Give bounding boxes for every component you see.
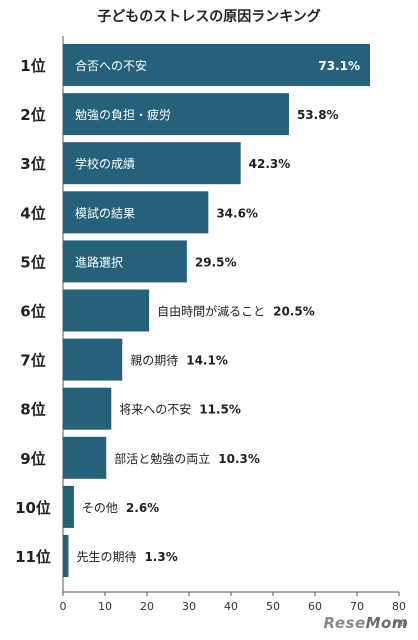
value-label: 10.3% bbox=[218, 452, 260, 466]
category-label: 自由時間が減ること bbox=[157, 304, 265, 319]
bar bbox=[63, 44, 371, 86]
value-label: 73.1% bbox=[318, 59, 360, 73]
category-label: 将来への不安 bbox=[119, 402, 191, 417]
bar bbox=[63, 485, 74, 528]
x-tick-label: 20 bbox=[140, 600, 154, 613]
rank-label: 9位 bbox=[20, 450, 45, 468]
value-label: 29.5% bbox=[195, 255, 237, 269]
rank-label: 3位 bbox=[20, 155, 45, 173]
x-tick-label: 40 bbox=[224, 600, 238, 613]
category-label: 学校の成績 bbox=[75, 156, 135, 171]
bar bbox=[63, 338, 123, 381]
chart-title: 子どものストレスの原因ランキング bbox=[97, 9, 321, 25]
category-label: 親の期待 bbox=[130, 354, 178, 368]
rank-label: 6位 bbox=[20, 303, 45, 321]
bar bbox=[63, 93, 289, 136]
category-label: 先生の期待 bbox=[76, 550, 136, 564]
rank-label: 2位 bbox=[20, 106, 45, 124]
value-label: 42.3% bbox=[249, 157, 291, 171]
x-tick-label: 60 bbox=[308, 600, 322, 613]
bar bbox=[63, 191, 209, 234]
rank-label: 10位 bbox=[15, 499, 51, 517]
rank-label: 1位 bbox=[20, 57, 45, 75]
value-label: 53.8% bbox=[297, 108, 339, 122]
bar bbox=[63, 535, 69, 577]
x-tick-label: 30 bbox=[182, 600, 196, 613]
x-unit-label: (%) bbox=[392, 619, 408, 629]
bar bbox=[63, 142, 241, 185]
category-label: 進路選択 bbox=[75, 254, 123, 269]
category-label: 勉強の負担・疲労 bbox=[75, 107, 171, 122]
category-label: 部活と勉強の両立 bbox=[114, 451, 210, 466]
category-label: 合否への不安 bbox=[75, 58, 147, 73]
value-label: 2.6% bbox=[126, 501, 159, 515]
bar bbox=[63, 387, 112, 430]
x-tick-label: 80 bbox=[392, 600, 406, 613]
rank-label: 11位 bbox=[15, 548, 51, 566]
value-label: 20.5% bbox=[273, 305, 315, 319]
category-label: その他 bbox=[82, 501, 118, 515]
value-label: 14.1% bbox=[186, 354, 228, 368]
x-tick-label: 50 bbox=[266, 600, 280, 613]
rank-label: 7位 bbox=[20, 352, 45, 370]
rank-label: 4位 bbox=[20, 204, 45, 222]
x-tick-label: 10 bbox=[98, 600, 112, 613]
rank-label: 5位 bbox=[20, 253, 45, 271]
x-tick-label: 0 bbox=[60, 600, 67, 613]
bar bbox=[63, 436, 107, 479]
watermark-logo: ReseMom bbox=[323, 614, 408, 632]
value-label: 11.5% bbox=[199, 403, 241, 417]
bar bbox=[63, 289, 150, 332]
category-label: 模試の結果 bbox=[75, 205, 135, 220]
value-label: 1.3% bbox=[144, 550, 177, 564]
rank-label: 8位 bbox=[20, 401, 45, 419]
bar bbox=[63, 240, 187, 283]
value-label: 34.6% bbox=[216, 206, 258, 220]
x-tick-label: 70 bbox=[350, 600, 364, 613]
